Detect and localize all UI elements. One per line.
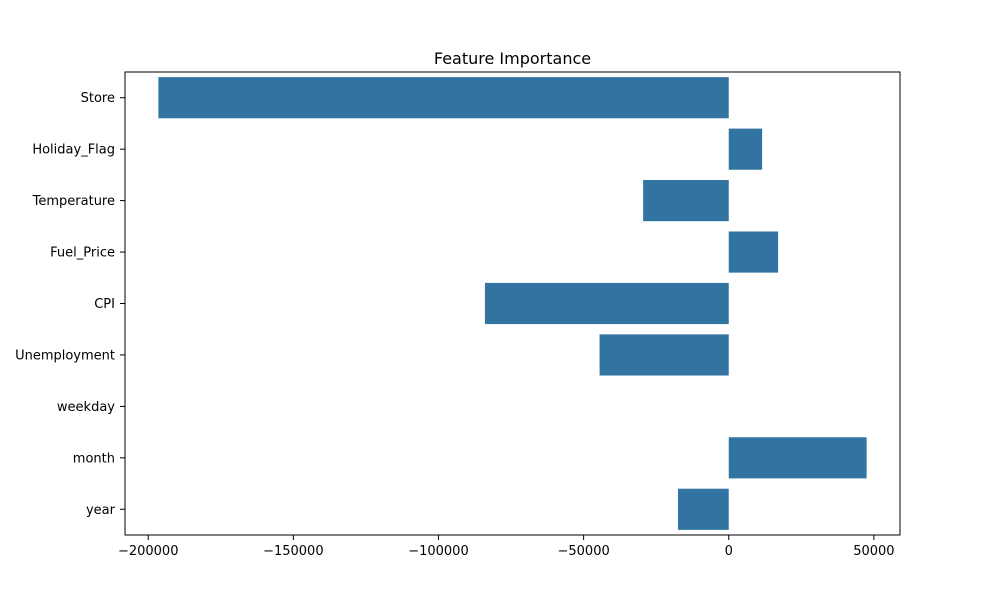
x-tick-label: 50000 [853,544,894,559]
bar-unemployment [599,334,729,376]
y-axis-ticks: Store Holiday_Flag Temperature Fuel_Price CP… [15,91,125,518]
bar-fuel-price [728,231,779,273]
bar-holiday-flag [728,128,763,170]
x-tick-label: −50000 [557,544,609,559]
y-tick-label: weekday [57,400,115,415]
plot-frame [124,71,901,536]
bar-month [728,437,867,479]
bar-temperature [643,180,729,222]
y-tick-label: Fuel_Price [50,246,115,261]
y-tick-label: Holiday_Flag [32,143,115,158]
x-tick-label: −150000 [263,544,324,559]
x-axis-ticks: −200000 −150000 −100000 −50000 0 50000 [118,535,895,559]
y-tick-label: month [73,451,115,466]
y-tick-label: CPI [94,297,115,312]
bar-store [158,77,729,119]
x-tick-label: −200000 [118,544,179,559]
y-tick-label: Temperature [32,194,115,209]
bar-year [677,488,729,530]
chart-title: Feature Importance [434,49,591,68]
y-tick-label: Store [81,91,115,106]
x-tick-label: 0 [725,544,733,559]
bars-group [158,77,867,530]
x-tick-label: −100000 [408,544,469,559]
bar-cpi [484,282,729,325]
y-tick-label: year [86,503,116,518]
y-tick-label: Unemployment [15,348,115,363]
